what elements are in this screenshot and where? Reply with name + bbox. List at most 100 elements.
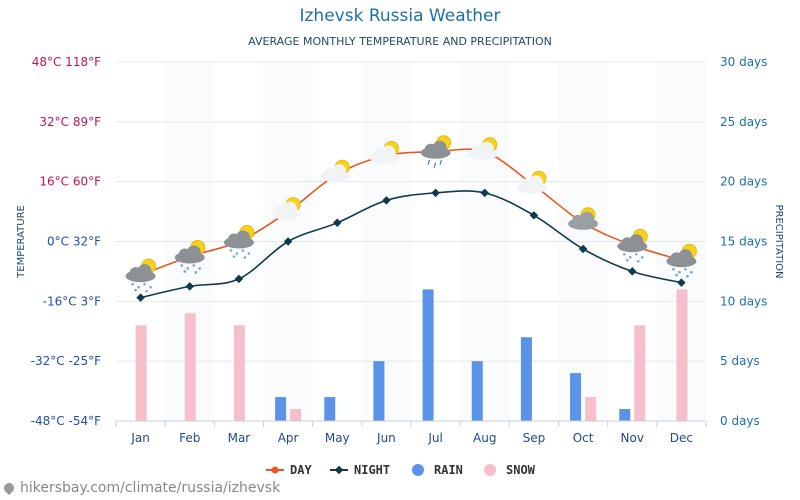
snowflake-shape xyxy=(636,259,640,263)
cloud-shape xyxy=(479,141,494,156)
snowflake-shape xyxy=(235,252,239,255)
y-axis-title: TEMPERATURE xyxy=(16,205,27,279)
night-point xyxy=(185,282,194,291)
night-point xyxy=(333,218,342,228)
night-point xyxy=(677,278,686,287)
partly-sunny-icon xyxy=(320,159,351,183)
x-tick-label: Jul xyxy=(427,431,442,445)
x-tick-label: Dec xyxy=(670,431,693,445)
cloud-shape xyxy=(137,264,152,279)
snowflake-shape xyxy=(634,252,638,256)
snowflake-shape xyxy=(684,267,687,271)
weather-icons xyxy=(125,135,697,293)
cloud-shape xyxy=(283,201,298,216)
y2-tick-label: 15 days xyxy=(720,235,767,249)
y-tick-label: -48°C -54°F xyxy=(31,414,101,428)
legend-item-night: NIGHT xyxy=(330,463,390,477)
snow-cloud-icon xyxy=(125,258,157,293)
snow-bar xyxy=(233,325,245,421)
snow-bar xyxy=(290,409,302,421)
y2-tick-label: 10 days xyxy=(720,294,767,308)
legend-swatch-marker xyxy=(334,465,344,475)
footer-link[interactable]: hikersbay.com/climate/russia/izhevsk xyxy=(20,480,281,496)
night-point xyxy=(234,274,244,284)
x-tick-label: Mar xyxy=(228,431,251,445)
partly-sunny-icon xyxy=(271,197,302,220)
y2-tick-label: 20 days xyxy=(720,175,767,189)
y-tick-label: -32°C -25°F xyxy=(31,354,101,368)
night-point xyxy=(431,188,440,198)
cloud-shape xyxy=(432,140,447,155)
y2-tick-label: 0 days xyxy=(720,414,760,428)
night-point xyxy=(136,293,145,302)
snowflake-shape xyxy=(192,264,196,267)
chart-subtitle: AVERAGE MONTHLY TEMPERATURE AND PRECIPIT… xyxy=(248,35,552,48)
location-pin-icon xyxy=(1,480,17,496)
legend-label: RAIN xyxy=(434,463,463,477)
snowflake-shape xyxy=(625,258,629,262)
y2-tick-label: 30 days xyxy=(720,55,767,69)
snow-cloud-icon xyxy=(223,225,255,259)
cloud-shape xyxy=(629,234,644,249)
snowflake-shape xyxy=(690,270,693,274)
night-point xyxy=(283,237,293,246)
x-tick-label: Oct xyxy=(573,431,594,445)
precipitation-bars xyxy=(135,289,688,421)
cloud-shape xyxy=(528,175,543,190)
snowflake-shape xyxy=(622,252,626,256)
cloud-shape xyxy=(678,249,693,264)
rain-bar xyxy=(570,373,582,421)
y2-tick-label: 5 days xyxy=(720,354,760,368)
snowflake-shape xyxy=(145,289,148,293)
snow-bar xyxy=(135,325,147,421)
cloud-shape xyxy=(580,211,595,226)
partly-cloudy-icon xyxy=(568,207,599,230)
snowflake-shape xyxy=(183,270,187,273)
cloud-shape xyxy=(332,164,347,179)
snowflake-shape xyxy=(143,282,146,286)
snowflake-shape xyxy=(672,267,675,271)
grid xyxy=(116,61,706,422)
cloud-shape xyxy=(235,230,250,245)
source-footer[interactable]: hikersbay.com/climate/russia/izhevsk xyxy=(1,480,281,496)
legend-swatch xyxy=(484,464,496,476)
snowflake-shape xyxy=(678,270,681,274)
snowflake-shape xyxy=(198,267,202,270)
snow-bar xyxy=(676,289,688,421)
snow-bar xyxy=(585,397,597,421)
y-tick-label: 16°C 60°F xyxy=(39,175,101,189)
legend-label: NIGHT xyxy=(354,463,390,477)
night-line xyxy=(140,190,682,299)
snowflake-shape xyxy=(194,271,198,274)
snow-bar xyxy=(634,325,646,421)
cloud-shape xyxy=(186,245,201,260)
snowflake-shape xyxy=(640,255,644,259)
legend-item-day: DAY xyxy=(266,463,312,477)
snowflake-shape xyxy=(686,274,689,278)
rain-bar xyxy=(275,397,287,421)
snowflake-shape xyxy=(232,255,236,258)
rain-cloud-icon xyxy=(420,135,452,168)
snowflake-shape xyxy=(134,288,137,292)
rain-bar xyxy=(324,397,336,421)
rain-bar xyxy=(520,337,532,421)
legend-swatch xyxy=(412,464,424,476)
snowflake-shape xyxy=(229,249,233,252)
snowflake-shape xyxy=(675,273,678,277)
x-tick-label: Nov xyxy=(621,431,644,445)
partly-sunny-icon xyxy=(516,170,547,194)
x-tick-label: Sep xyxy=(523,431,546,445)
legend-swatch-marker xyxy=(271,466,279,474)
legend-label: SNOW xyxy=(506,463,536,477)
snowflake-shape xyxy=(247,252,251,255)
x-tick-label: May xyxy=(325,431,350,445)
snowflake-shape xyxy=(131,282,134,286)
y-tick-label: 32°C 89°F xyxy=(39,115,101,129)
raindrop-shape xyxy=(427,159,431,165)
snow-cloud-icon xyxy=(666,243,697,278)
y-tick-label: 48°C 118°F xyxy=(32,55,101,69)
raindrop-shape xyxy=(433,162,437,168)
x-tick-label: Aug xyxy=(473,431,496,445)
night-point xyxy=(529,211,539,220)
